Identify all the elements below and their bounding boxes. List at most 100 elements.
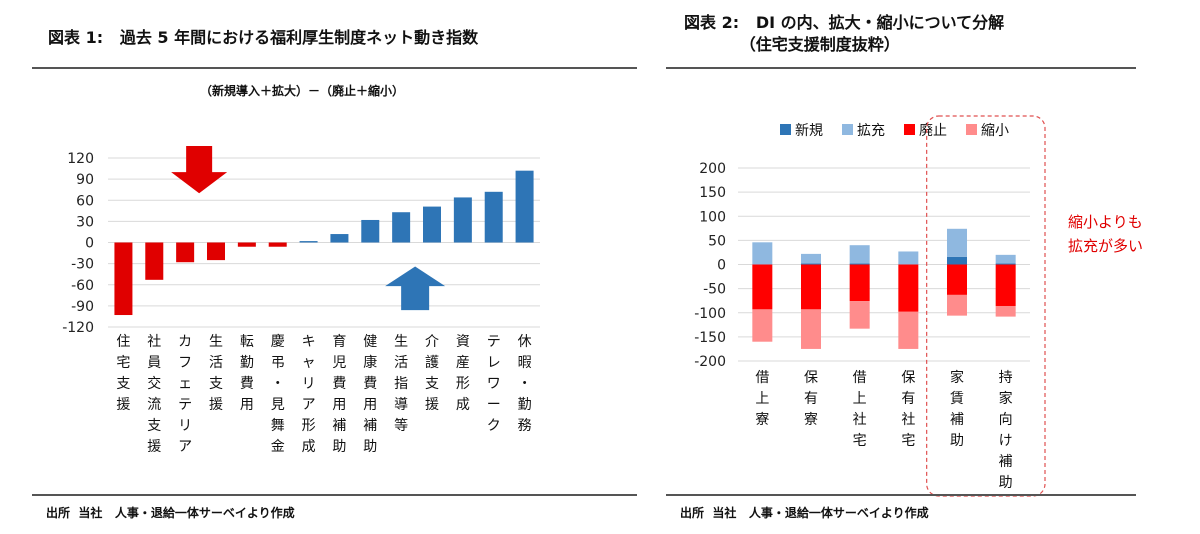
y-tick-label: -60 xyxy=(71,278,94,294)
y-tick-label: 30 xyxy=(76,214,94,230)
bar xyxy=(237,242,256,247)
x-tick-label: 家賃補助 xyxy=(950,369,964,449)
figure-2-bottom-rule xyxy=(666,494,1136,496)
bar xyxy=(268,242,287,247)
figure-1-title: 図表 1: 過去 5 年間における福利厚生制度ネット動き指数 xyxy=(48,28,479,47)
y-tick-label: -30 xyxy=(71,257,94,273)
bar-segment xyxy=(947,228,967,257)
y-tick-label: 100 xyxy=(699,209,726,225)
figure-2-callout: 縮小よりも 拡充が多い xyxy=(1068,210,1143,258)
y-tick-label: 150 xyxy=(699,185,726,201)
figure-1-panel: 図表 1: 過去 5 年間における福利厚生制度ネット動き指数 （新規導入＋拡大）… xyxy=(32,28,637,520)
x-tick-label: 保有社宅 xyxy=(901,370,915,449)
x-tick-label: 休暇・勤務 xyxy=(518,334,532,434)
bar-segment xyxy=(849,301,870,329)
bar-segment xyxy=(849,245,870,264)
figure-1-chart: 120 90 60 30 0 -30 -60 -90 -120 住宅支援 社員交流支援 カフェテリア 生… xyxy=(62,146,540,455)
y-tick-label: -200 xyxy=(694,354,726,370)
y-tick-label: 50 xyxy=(708,233,726,249)
bar xyxy=(299,241,318,243)
x-tick-label: 社員交流支援 xyxy=(147,334,161,455)
y-tick-label: -120 xyxy=(62,320,94,336)
bar xyxy=(114,242,133,316)
figure-2-title: 図表 2: DI の内、拡大・縮小について分解 （住宅支援制度抜粋） xyxy=(684,13,1005,54)
y-tick-label: 120 xyxy=(67,151,94,167)
bar xyxy=(453,197,472,243)
x-tick-label: 持家向け補助 xyxy=(999,370,1013,491)
x-tick-label: カフェテリア xyxy=(178,334,192,455)
x-tick-label: 借上社宅 xyxy=(853,370,867,449)
figure-2-top-rule xyxy=(666,67,1136,69)
bar xyxy=(392,212,411,243)
x-tick-label: 転勤費用 xyxy=(240,334,254,413)
x-tick-label: 借上寮 xyxy=(755,370,769,428)
y-tick-label: 200 xyxy=(699,161,726,177)
bar-segment xyxy=(947,264,967,295)
bar-segment xyxy=(752,242,773,265)
figure-1-subtitle: （新規導入＋拡大）－（廃止＋縮小） xyxy=(200,84,405,98)
legend-label: 廃止 xyxy=(919,122,947,139)
x-tick-label: 介護支援 xyxy=(425,334,439,413)
bar-segment xyxy=(898,311,919,349)
bar-segment xyxy=(898,251,919,265)
x-tick-label: 資産形成 xyxy=(456,334,470,413)
arrow-up-icon xyxy=(385,266,446,311)
bar-segment xyxy=(947,294,967,316)
figure-1-source: 出所 当社 人事・退給一体サーベイより作成 xyxy=(46,506,295,520)
bar-segment xyxy=(995,264,1016,306)
y-tick-label: 60 xyxy=(76,193,94,209)
y-tick-label: 0 xyxy=(717,258,726,274)
bar-segment xyxy=(801,264,821,310)
highlight-box xyxy=(926,115,1046,497)
callout-line-1: 縮小よりも xyxy=(1068,213,1143,231)
bar-segment xyxy=(801,309,821,349)
bar-segment xyxy=(849,264,870,302)
figure-2-source: 出所 当社 人事・退給一体サーベイより作成 xyxy=(680,506,929,520)
legend-label: 縮小 xyxy=(981,123,1009,139)
y-tick-label: -50 xyxy=(703,282,726,298)
x-tick-label: 健康費用補助 xyxy=(363,334,377,455)
x-tick-label: 慶弔・見舞金 xyxy=(271,334,285,455)
bar-segment xyxy=(801,263,821,265)
legend-swatch xyxy=(904,124,915,135)
y-tick-label: -100 xyxy=(694,306,726,322)
x-tick-label: 育児費用補助 xyxy=(332,334,346,455)
bar-segment xyxy=(947,256,967,265)
bar xyxy=(361,219,380,243)
bar-segment xyxy=(898,264,919,312)
x-tick-label: 生活指導等 xyxy=(394,334,408,434)
figure-1-bottom-rule xyxy=(32,494,637,496)
bar xyxy=(207,242,225,261)
bar-segment xyxy=(995,254,1016,264)
bar-segment xyxy=(995,263,1016,265)
legend-swatch xyxy=(966,124,977,135)
bar xyxy=(484,191,503,243)
bar xyxy=(145,242,164,280)
bar xyxy=(515,170,534,243)
bar xyxy=(176,242,195,263)
figure-1-top-rule xyxy=(32,67,637,69)
y-tick-label: -90 xyxy=(71,299,94,315)
bar xyxy=(330,234,349,243)
bar-segment xyxy=(752,309,773,342)
y-tick-label: 0 xyxy=(85,236,94,252)
figure-2-panel: 図表 2: DI の内、拡大・縮小について分解 （住宅支援制度抜粋） 200 15… xyxy=(650,0,1200,534)
bar-segment xyxy=(995,305,1016,317)
bar xyxy=(423,206,441,243)
y-tick-label: 90 xyxy=(76,172,94,188)
x-tick-label: キャリア形成 xyxy=(302,334,316,455)
bar-segment xyxy=(752,264,773,310)
x-tick-label: 住宅支援 xyxy=(116,334,130,413)
bar-segment xyxy=(801,253,821,264)
legend-label: 新規 xyxy=(795,123,823,139)
x-tick-label: テレワーク xyxy=(487,334,501,434)
x-tick-label: 保有寮 xyxy=(804,370,818,428)
arrow-down-icon xyxy=(171,146,228,194)
legend-swatch xyxy=(780,124,791,135)
bar-segment xyxy=(849,263,870,265)
legend-swatch xyxy=(842,124,853,135)
callout-line-2: 拡充が多い xyxy=(1068,237,1144,255)
legend-label: 拡充 xyxy=(857,123,885,139)
y-tick-label: -150 xyxy=(694,330,726,346)
